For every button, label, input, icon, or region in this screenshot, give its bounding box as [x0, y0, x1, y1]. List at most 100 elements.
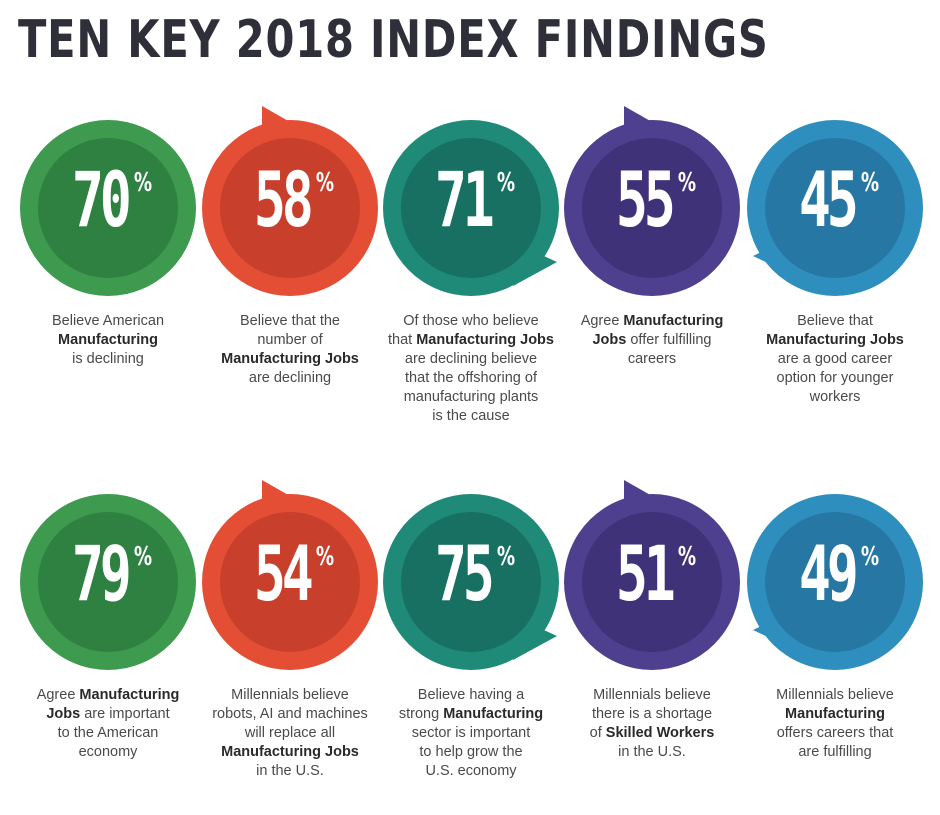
percent-badge [200, 474, 380, 674]
caption-text: Believe having a [417, 687, 525, 703]
percent-value: 49% [745, 536, 925, 612]
percent-badge [200, 100, 380, 300]
caption-highlight: Manufacturing Jobs [221, 351, 359, 367]
inner-disc [220, 512, 360, 652]
circular-arrow-icon [202, 106, 378, 296]
circular-arrow-icon [20, 120, 196, 296]
finding-5: 45% Believe that Manufacturing Jobs are a … [745, 100, 925, 430]
inner-disc [765, 512, 905, 652]
percent-badge [18, 474, 198, 674]
caption-text: are declining believe [404, 351, 538, 367]
percent-sign: % [133, 168, 152, 198]
caption-highlight: Manufacturing [58, 332, 158, 348]
caption-text: to the American [57, 725, 159, 741]
finding-caption: Agree Manufacturing Jobs offer fulfilling… [562, 312, 742, 369]
caption-text: economy [78, 744, 138, 760]
circular-arrow-icon [202, 480, 378, 670]
caption-highlight: Manufacturing [785, 706, 885, 722]
finding-7: 54% Millennials believe robots, AI and ma… [200, 474, 380, 804]
caption-text: sector is important [411, 725, 531, 741]
percent-value: 70% [18, 162, 198, 238]
finding-caption: Agree Manufacturing Jobs are important to … [18, 686, 198, 762]
percent-value: 51% [562, 536, 742, 612]
findings-row-2: 79% Agree Manufacturing Jobs are importan… [0, 474, 940, 804]
percent-value: 54% [200, 536, 380, 612]
caption-text: there is a shortage [591, 706, 713, 722]
percent-badge [18, 100, 198, 300]
inner-disc [401, 512, 541, 652]
finding-caption: Millennials believe Manufacturing offers c… [745, 686, 925, 762]
caption-highlight: Manufacturing [79, 687, 180, 703]
caption-highlight: Jobs [592, 332, 627, 348]
caption-text: Millennials believe [776, 687, 894, 703]
caption-text: in the U.S. [256, 763, 324, 779]
caption-highlight: Manufacturing [443, 706, 544, 722]
caption-text: are declining [248, 370, 332, 386]
percent-value: 45% [745, 162, 925, 238]
caption-text: will replace all [244, 725, 336, 741]
caption-highlight: Manufacturing Jobs [416, 332, 554, 348]
percent-number: 49 [799, 529, 859, 618]
caption-text: are fulfilling [798, 744, 872, 760]
finding-caption: Millennials believe there is a shortage of… [562, 686, 742, 762]
finding-3: 71% Of those who believe that Manufacturi… [381, 100, 561, 430]
caption-text: is the cause [432, 408, 510, 424]
caption-text: of [589, 725, 606, 741]
caption-text: are important [80, 706, 170, 722]
percent-number: 75 [435, 529, 495, 618]
caption-highlight: Manufacturing Jobs [221, 744, 359, 760]
caption-highlight: Jobs [46, 706, 81, 722]
caption-text: Millennials believe [593, 687, 711, 703]
caption-text: to help grow the [419, 744, 523, 760]
circular-arrow-icon [747, 494, 923, 670]
caption-highlight: Manufacturing Jobs [766, 332, 904, 348]
percent-badge [381, 100, 561, 300]
inner-disc [220, 138, 360, 278]
percent-sign: % [133, 542, 152, 572]
percent-value: 71% [381, 162, 561, 238]
inner-disc [765, 138, 905, 278]
percent-sign: % [496, 168, 515, 198]
caption-text: offers careers that [776, 725, 894, 741]
circular-arrow-icon [383, 120, 559, 296]
inner-disc [582, 138, 722, 278]
percent-number: 51 [616, 529, 676, 618]
percent-badge [745, 100, 925, 300]
percent-sign: % [677, 168, 696, 198]
caption-highlight: Manufacturing [623, 313, 724, 329]
circular-arrow-icon [564, 106, 740, 296]
finding-caption: Believe American Manufacturing is declinin… [18, 312, 198, 369]
caption-text: that [388, 332, 417, 348]
caption-text: careers [627, 351, 677, 367]
percent-sign: % [315, 542, 334, 572]
circular-arrow-icon [383, 494, 559, 670]
circular-arrow-icon [564, 480, 740, 670]
finding-caption: Millennials believe robots, AI and machin… [200, 686, 380, 781]
caption-text: workers [809, 389, 861, 405]
inner-disc [582, 512, 722, 652]
finding-caption: Believe having a strong Manufacturing sect… [381, 686, 561, 781]
percent-number: 79 [72, 529, 132, 618]
percent-badge [745, 474, 925, 674]
percent-number: 45 [799, 155, 859, 244]
page-title: TEN KEY 2018 INDEX FINDINGS [18, 10, 769, 70]
caption-text: option for younger [776, 370, 894, 386]
findings-row-1: 70% Believe American Manufacturing is decl… [0, 100, 940, 430]
percent-sign: % [315, 168, 334, 198]
percent-sign: % [860, 542, 879, 572]
inner-disc [38, 138, 178, 278]
percent-sign: % [677, 542, 696, 572]
caption-text: Believe that the [240, 313, 340, 329]
caption-text: strong [398, 706, 444, 722]
caption-text: offer fulfilling [626, 332, 712, 348]
finding-caption: Believe that the number of Manufacturing J… [200, 312, 380, 388]
percent-value: 79% [18, 536, 198, 612]
percent-number: 55 [616, 155, 676, 244]
circular-arrow-icon [747, 120, 923, 296]
finding-caption: Of those who believe that Manufacturing J… [381, 312, 561, 426]
percent-number: 58 [254, 155, 314, 244]
percent-badge [562, 100, 742, 300]
finding-9: 51% Millennials believe there is a shorta… [562, 474, 742, 804]
finding-4: 55% Agree Manufacturing Jobs offer fulfil… [562, 100, 742, 430]
caption-text: Agree [580, 313, 624, 329]
